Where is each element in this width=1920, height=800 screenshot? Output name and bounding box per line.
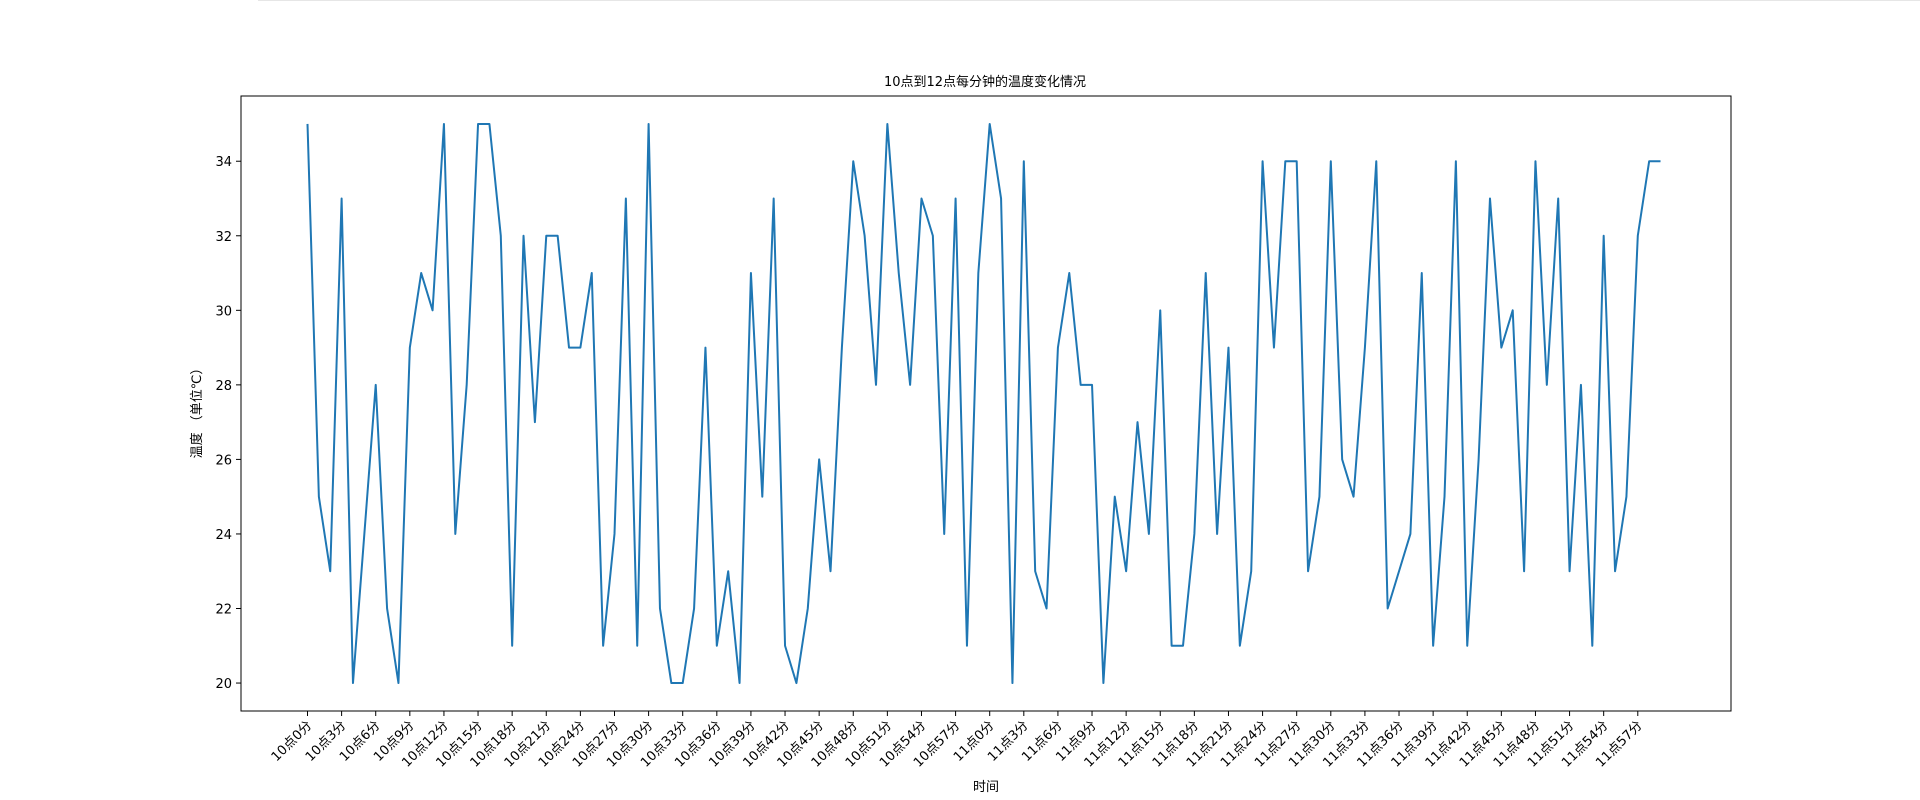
y-tick-label: 26 [215, 453, 232, 468]
y-tick-label: 32 [215, 230, 232, 245]
y-tick-label: 22 [215, 603, 232, 618]
y-tick-label: 28 [215, 379, 232, 394]
x-axis-label: 时间 [973, 780, 999, 795]
chart-title: 10点到12点每分钟的温度变化情况 [884, 74, 1086, 90]
y-tick-label: 20 [215, 677, 232, 692]
plot-frame [240, 95, 1732, 712]
y-tick-label: 30 [215, 304, 232, 319]
y-axis-label: 温度 （单位℃） [189, 362, 205, 459]
plot-area [306, 122, 1661, 685]
y-axis-label-group: 温度 （单位℃） [189, 362, 205, 459]
axis-ticks: 202224262830323410点0分10点3分10点6分10点9分10点1… [215, 155, 1645, 770]
series-line-0 [306, 122, 1661, 685]
y-tick-label: 34 [215, 155, 232, 170]
top-divider [258, 0, 1920, 1]
y-tick-label: 24 [215, 528, 232, 543]
